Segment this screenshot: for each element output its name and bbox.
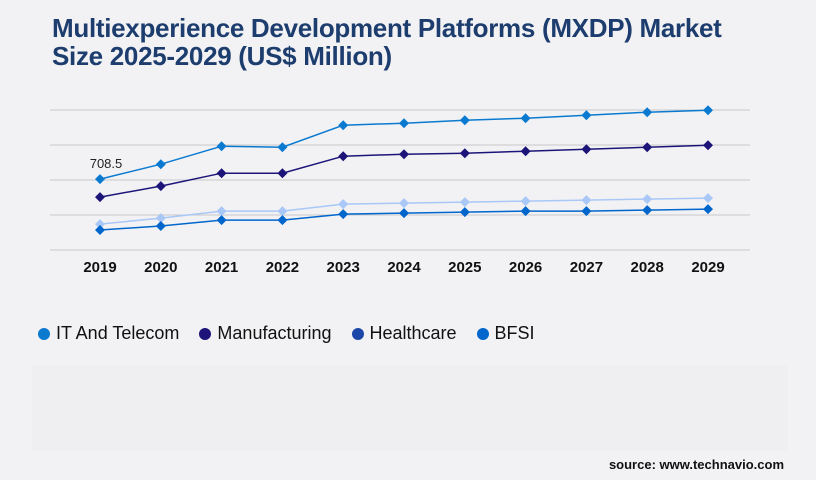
data-point (642, 205, 653, 216)
data-point (459, 148, 470, 159)
data-point (277, 215, 288, 226)
data-point (520, 113, 531, 124)
data-point (642, 194, 653, 205)
x-tick-label: 2029 (691, 259, 724, 276)
data-point (703, 105, 713, 116)
data-point (520, 206, 531, 217)
data-point (399, 149, 409, 160)
data-point (520, 146, 531, 157)
x-tick-label: 2024 (387, 259, 421, 276)
data-point (581, 144, 592, 155)
x-tick-label: 2019 (83, 259, 116, 276)
data-point (399, 118, 409, 129)
legend-item: IT And Telecom (38, 323, 179, 344)
x-tick-label: 2027 (570, 259, 603, 276)
data-point (95, 225, 105, 235)
data-point (338, 120, 349, 131)
legend-marker-icon (38, 327, 50, 340)
data-point (95, 219, 105, 230)
x-tick-label: 2021 (205, 259, 238, 276)
data-point (95, 192, 105, 203)
background-panel (32, 365, 788, 450)
data-point (155, 213, 166, 224)
data-label: 708.5 (90, 156, 123, 171)
data-point (703, 140, 713, 151)
data-point (459, 115, 470, 126)
x-tick-label: 2028 (631, 259, 664, 276)
data-point (581, 195, 592, 206)
data-point (216, 168, 227, 179)
data-point (155, 159, 166, 170)
legend-label: IT And Telecom (56, 323, 180, 343)
line-chart: 2019 2020 2021 2022 2023 2024 2025 2026 2027 2028… (50, 105, 750, 276)
data-point (459, 207, 470, 218)
data-point (277, 168, 288, 179)
data-point (277, 142, 288, 153)
data-point (338, 209, 349, 220)
data-point (155, 181, 166, 192)
legend-marker-icon (199, 327, 212, 340)
x-tick-label: 2020 (144, 259, 177, 276)
data-point (338, 199, 349, 210)
legend-item: BFSI (476, 323, 535, 344)
data-point (581, 110, 592, 121)
x-tick-label: 2025 (448, 259, 481, 276)
data-point (642, 142, 653, 153)
chart-title: Multiexperience Development Platforms (M… (52, 13, 722, 71)
legend-item: Manufacturing (199, 323, 332, 344)
data-point (216, 215, 227, 226)
data-point (399, 208, 409, 219)
data-point (703, 193, 713, 204)
data-point (642, 107, 653, 118)
legend-marker-icon (351, 327, 364, 340)
source-text: source: www.technavio.com (608, 457, 784, 472)
legend-marker-icon (476, 327, 489, 340)
x-tick-label: 2023 (327, 259, 360, 276)
legend: IT And Telecom Manufacturing Healthcare BFS… (38, 323, 535, 344)
data-point (520, 196, 531, 207)
x-tick-label: 2026 (509, 259, 542, 276)
data-point (216, 206, 227, 217)
legend-label: Manufacturing (217, 323, 332, 343)
data-point (95, 174, 105, 185)
x-tick-label: 2022 (266, 259, 299, 276)
data-point (277, 206, 288, 217)
data-point (216, 141, 227, 152)
data-point (338, 151, 349, 162)
data-point (399, 198, 409, 209)
data-point (703, 204, 713, 215)
legend-label: BFSI (494, 323, 535, 343)
legend-label: Healthcare (369, 323, 457, 343)
legend-item: Healthcare (351, 323, 457, 344)
data-point (581, 206, 592, 217)
data-point (459, 197, 470, 208)
data-point (155, 221, 166, 231)
